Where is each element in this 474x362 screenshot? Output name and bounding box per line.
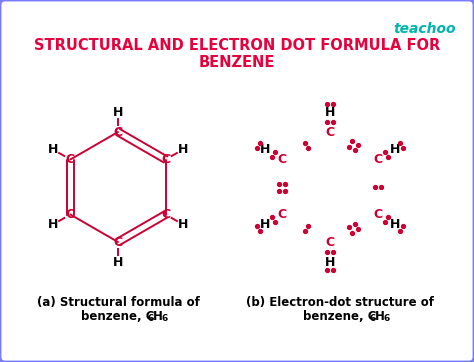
Text: C: C bbox=[326, 236, 335, 248]
Text: benzene, C: benzene, C bbox=[81, 310, 155, 323]
Text: H: H bbox=[390, 218, 400, 231]
Text: BENZENE: BENZENE bbox=[199, 55, 275, 70]
Text: (b) Electron-dot structure of: (b) Electron-dot structure of bbox=[246, 296, 434, 309]
Text: C: C bbox=[161, 153, 170, 166]
Text: 6: 6 bbox=[148, 314, 154, 323]
Text: benzene, C: benzene, C bbox=[303, 310, 377, 323]
Text: H: H bbox=[390, 143, 400, 156]
Text: H: H bbox=[325, 256, 335, 269]
Text: H: H bbox=[113, 105, 123, 118]
Text: H: H bbox=[260, 143, 270, 156]
Text: C: C bbox=[278, 153, 287, 166]
Text: 6: 6 bbox=[370, 314, 376, 323]
Text: C: C bbox=[278, 208, 287, 221]
Text: H: H bbox=[153, 310, 163, 323]
Text: (a) Structural formula of: (a) Structural formula of bbox=[36, 296, 200, 309]
Text: C: C bbox=[373, 208, 382, 221]
Text: H: H bbox=[178, 218, 188, 231]
Text: H: H bbox=[260, 218, 270, 231]
Text: STRUCTURAL AND ELECTRON DOT FORMULA FOR: STRUCTURAL AND ELECTRON DOT FORMULA FOR bbox=[34, 38, 440, 53]
Text: H: H bbox=[113, 256, 123, 269]
Text: H: H bbox=[375, 310, 385, 323]
Text: C: C bbox=[326, 126, 335, 139]
Text: C: C bbox=[373, 153, 382, 166]
Text: C: C bbox=[113, 236, 123, 248]
Text: H: H bbox=[325, 105, 335, 118]
Text: H: H bbox=[48, 218, 58, 231]
Text: teachoo: teachoo bbox=[393, 22, 456, 36]
Text: H: H bbox=[178, 143, 188, 156]
Text: C: C bbox=[66, 153, 75, 166]
Text: C: C bbox=[161, 208, 170, 221]
Text: 6: 6 bbox=[384, 314, 390, 323]
Text: C: C bbox=[113, 126, 123, 139]
Text: C: C bbox=[66, 208, 75, 221]
Text: H: H bbox=[48, 143, 58, 156]
Text: 6: 6 bbox=[162, 314, 168, 323]
